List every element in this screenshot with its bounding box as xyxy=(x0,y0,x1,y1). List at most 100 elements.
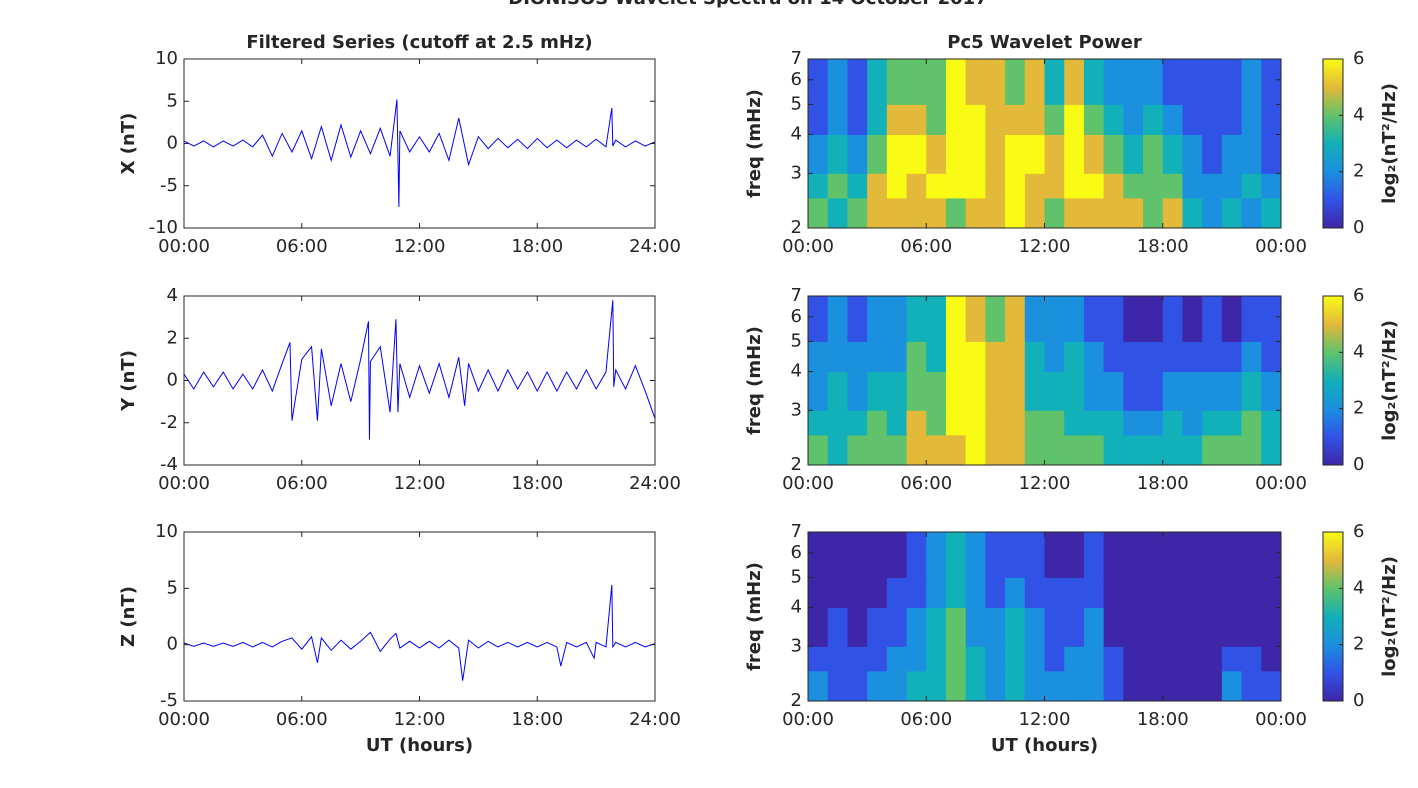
heat-cell xyxy=(1083,532,1105,578)
heat-cell xyxy=(1083,577,1105,608)
heat-cell xyxy=(1083,59,1105,105)
heat-cell xyxy=(867,104,888,135)
heat-cell xyxy=(1024,59,1045,105)
x-tick-label: 06:00 xyxy=(276,236,328,257)
heat-cell xyxy=(1221,371,1243,411)
heat-cell xyxy=(985,577,1006,608)
heat-cell xyxy=(945,434,967,466)
heat-cell xyxy=(1202,646,1223,672)
plot-frame xyxy=(183,295,656,466)
x-tick-label: 00:00 xyxy=(158,236,210,257)
heat-cell xyxy=(1123,173,1144,199)
heat-cell xyxy=(945,607,967,647)
x-tick-label: 00:00 xyxy=(1255,236,1307,257)
heat-cell xyxy=(1182,341,1203,372)
heat-cell xyxy=(827,341,848,372)
heat-cell xyxy=(965,646,986,672)
y-tick-label: 0 xyxy=(167,133,178,154)
y-tick-label: 5 xyxy=(791,93,802,114)
heat-cell xyxy=(1064,173,1085,199)
heat-cell xyxy=(1044,607,1065,647)
heat-cell xyxy=(985,371,1006,411)
heat-cell xyxy=(1162,197,1183,229)
heat-cell xyxy=(1083,410,1105,436)
heat-cell xyxy=(1064,59,1085,105)
colorbar-tick-label: 6 xyxy=(1353,285,1364,306)
y-tick-label: 6 xyxy=(791,69,802,90)
heat-cell xyxy=(1202,410,1223,436)
y-tick-label: 0 xyxy=(167,370,178,391)
heat-cell xyxy=(1182,434,1203,466)
heat-cell xyxy=(926,607,947,647)
colorbar-tick-label: 0 xyxy=(1353,217,1364,238)
y-tick-label: 0 xyxy=(167,634,178,655)
heat-cell xyxy=(1162,434,1183,466)
heat-cell xyxy=(886,577,908,608)
heat-cell xyxy=(847,104,868,135)
heat-cell xyxy=(1221,59,1243,105)
heat-cell xyxy=(847,410,868,436)
heat-cell xyxy=(867,59,888,105)
heat-cell xyxy=(1221,410,1243,436)
heat-cell xyxy=(965,59,986,105)
heat-cell xyxy=(808,670,829,702)
heat-cell xyxy=(886,134,908,174)
series-line xyxy=(183,99,656,207)
y-tick-label: 3 xyxy=(791,399,802,420)
heat-cell xyxy=(1103,532,1124,578)
heat-cell xyxy=(1261,134,1282,174)
heat-cell xyxy=(1182,134,1203,174)
heat-cell xyxy=(867,577,888,608)
heat-cell xyxy=(945,59,967,105)
heat-cell xyxy=(847,434,868,466)
heat-cell xyxy=(906,341,927,372)
colorbar-tick-label: 2 xyxy=(1353,161,1364,182)
heat-cell xyxy=(1024,173,1045,199)
plot-frame xyxy=(183,531,656,702)
heat-cell xyxy=(867,341,888,372)
heat-cell xyxy=(1221,607,1243,647)
heat-cell xyxy=(1143,434,1164,466)
heat-cell xyxy=(1103,197,1124,229)
heat-cell xyxy=(1103,296,1124,342)
heat-cell xyxy=(808,434,829,466)
y-tick-label: -2 xyxy=(160,412,178,433)
colorbar-tick-label: 0 xyxy=(1353,690,1364,711)
heat-cell xyxy=(827,173,848,199)
heat-cell xyxy=(867,532,888,578)
heat-cell xyxy=(1123,410,1144,436)
heat-cell xyxy=(1202,59,1223,105)
heat-cell xyxy=(1143,341,1164,372)
heat-cell xyxy=(1064,532,1085,578)
heat-cell xyxy=(1241,197,1262,229)
heat-cell xyxy=(827,607,848,647)
heat-cell xyxy=(1241,410,1262,436)
x-tick-label: 06:00 xyxy=(900,236,952,257)
heat-cell xyxy=(867,296,888,342)
heat-cell xyxy=(1103,173,1124,199)
heat-cell xyxy=(1241,341,1262,372)
heat-cell xyxy=(886,59,908,105)
heat-cell xyxy=(965,577,986,608)
heat-cell xyxy=(906,173,927,199)
colorbar-tick-label: 6 xyxy=(1353,48,1364,69)
heat-cell xyxy=(926,173,947,199)
heat-cell xyxy=(1123,434,1144,466)
heat-cell xyxy=(1123,59,1144,105)
heat-cell xyxy=(906,532,927,578)
heat-cell xyxy=(926,577,947,608)
heat-cell xyxy=(1202,134,1223,174)
y-tick-label: -5 xyxy=(160,175,178,196)
heat-cell xyxy=(1202,296,1223,342)
heat-cell xyxy=(1143,197,1164,229)
heat-cell xyxy=(1162,646,1183,672)
x-tick-label: 12:00 xyxy=(1019,236,1071,257)
heat-cell xyxy=(1202,532,1223,578)
heat-cell xyxy=(1221,670,1243,702)
heat-cell xyxy=(1123,607,1144,647)
heat-cell xyxy=(827,134,848,174)
heat-cell xyxy=(906,59,927,105)
heat-cell xyxy=(886,607,908,647)
heat-cell xyxy=(1044,104,1065,135)
